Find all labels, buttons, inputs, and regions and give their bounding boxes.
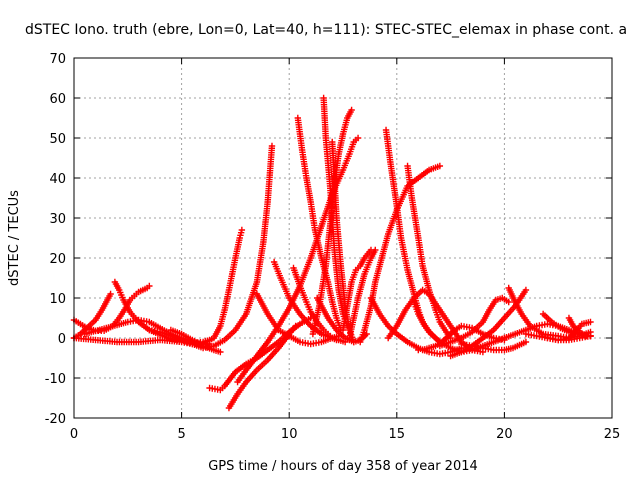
x-tick-label: 25 xyxy=(604,427,621,442)
y-tick-label: -10 xyxy=(45,372,66,387)
series-29 xyxy=(458,338,530,354)
series-18 xyxy=(329,138,357,346)
x-tick-label: 10 xyxy=(281,427,298,442)
data-point xyxy=(238,226,246,234)
series-30 xyxy=(447,286,530,360)
data-point xyxy=(292,322,299,330)
series-7 xyxy=(167,326,224,356)
y-tick-label: 50 xyxy=(49,132,66,147)
plot-frame xyxy=(73,57,613,419)
data-point xyxy=(587,332,594,340)
x-tick-label: 15 xyxy=(389,427,406,442)
data-point xyxy=(354,134,362,142)
data-point xyxy=(505,298,512,306)
data-point xyxy=(268,142,276,150)
series-25 xyxy=(404,162,454,342)
axis-ticks: 0 5 10 15 20 25 -20 -10 0 10 20 30 40 50 60 70 xyxy=(45,52,621,442)
data-point xyxy=(146,282,153,290)
data-point xyxy=(372,246,379,254)
series-14 xyxy=(290,264,340,344)
series-13 xyxy=(294,114,345,334)
data-point xyxy=(522,338,530,346)
y-axis-label: dSTEC / TECUs xyxy=(7,190,22,286)
data-point xyxy=(107,290,114,298)
y-tick-label: 20 xyxy=(49,252,66,267)
y-tick-label: 30 xyxy=(49,212,66,227)
data-point xyxy=(587,318,594,326)
series-36 xyxy=(522,330,594,344)
data-point xyxy=(333,336,340,344)
x-tick-label: 20 xyxy=(496,427,513,442)
series-28 xyxy=(436,294,512,350)
y-tick-label: -20 xyxy=(45,412,66,427)
data-point xyxy=(522,286,530,294)
y-tick-label: 10 xyxy=(49,292,66,307)
grid xyxy=(74,58,612,418)
y-tick-label: 40 xyxy=(49,172,66,187)
series-20 xyxy=(346,246,379,342)
data-point xyxy=(436,162,444,170)
series-6 xyxy=(146,142,276,352)
y-tick-label: 70 xyxy=(49,52,66,67)
series-10 xyxy=(234,134,362,386)
y-tick-label: 60 xyxy=(49,92,66,107)
chart-title: dSTEC Iono. truth (ebre, Lon=0, Lat=40, … xyxy=(25,22,627,38)
data-point xyxy=(348,106,355,114)
series-12 xyxy=(253,290,342,348)
x-axis-label: GPS time / hours of day 358 of year 2014 xyxy=(208,459,478,474)
x-tick-label: 0 xyxy=(70,427,78,442)
y-tick-label: 0 xyxy=(58,332,66,347)
data-point xyxy=(217,348,224,356)
x-tick-label: 5 xyxy=(177,427,185,442)
data-marks xyxy=(70,94,594,412)
